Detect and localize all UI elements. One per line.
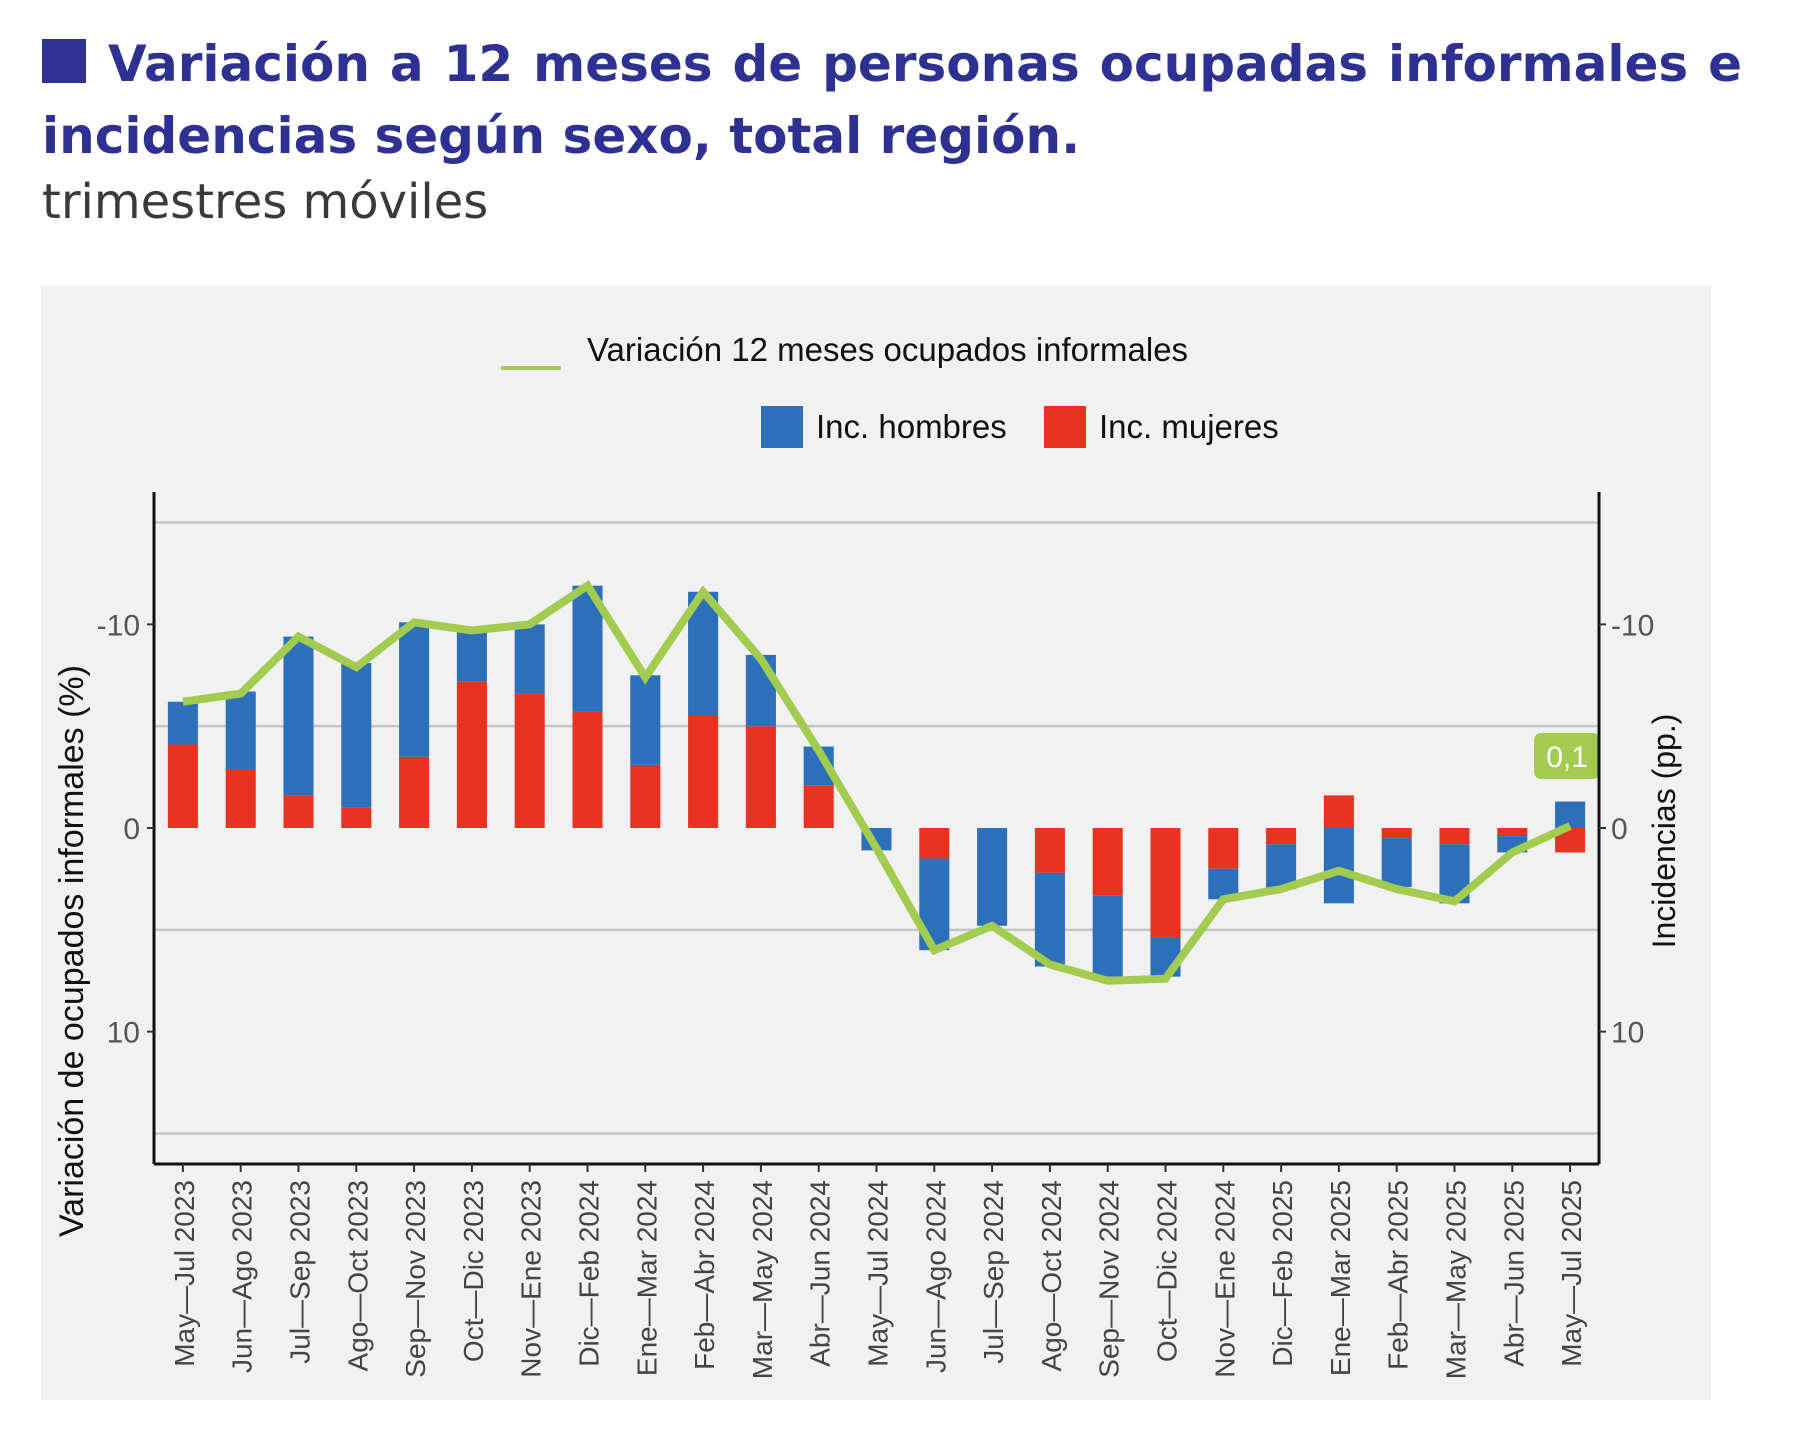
- annotation-badge: [1534, 732, 1601, 779]
- bar-hombres: [1092, 895, 1123, 977]
- bar-mujeres: [688, 716, 719, 828]
- bar-mujeres: [1266, 828, 1297, 845]
- legend-hombres-swatch: [761, 406, 803, 448]
- chart-title: Variación a 12 meses de personas ocupada…: [42, 28, 1742, 172]
- grid: [154, 521, 1599, 1135]
- bar-mujeres: [1208, 828, 1239, 869]
- x-tick-label: Oct—Dic 2023: [458, 1180, 489, 1362]
- bar-mujeres: [1150, 828, 1181, 938]
- bar-mujeres: [572, 711, 603, 828]
- bar-mujeres: [1497, 828, 1528, 837]
- bar-mujeres: [630, 764, 661, 828]
- bar-hombres: [225, 691, 256, 769]
- bar-mujeres: [167, 744, 198, 828]
- right-axis-title: Incidencias (pp.): [1646, 714, 1682, 949]
- bar-hombres: [283, 636, 314, 796]
- x-tick-label: Sep—Nov 2024: [1094, 1180, 1125, 1378]
- x-tick-label: May—Jul 2025: [1556, 1180, 1587, 1367]
- x-tick-label: Jun—Ago 2023: [227, 1180, 258, 1373]
- x-tick-label: Mar—May 2024: [747, 1180, 778, 1379]
- bar-hombres: [630, 675, 661, 765]
- bar-mujeres: [1092, 828, 1123, 896]
- x-tick-label: Oct—Dic 2024: [1152, 1180, 1183, 1362]
- x-tick-label: Nov—Ene 2023: [516, 1180, 547, 1378]
- annotation-label: 0,1: [1546, 741, 1588, 774]
- legend-mujeres-label: Inc. mujeres: [1099, 408, 1279, 445]
- legend-line-label: Variación 12 meses ocupados informales: [587, 331, 1188, 368]
- right-tick-label: 10: [1611, 1017, 1644, 1050]
- x-tick-label: May—Jul 2024: [863, 1180, 894, 1367]
- x-tick-label: Feb—Abr 2025: [1383, 1180, 1414, 1370]
- bar-mujeres: [1439, 828, 1470, 845]
- x-tick-label: Ago—Oct 2023: [342, 1180, 373, 1371]
- bar-hombres: [1381, 838, 1412, 888]
- x-tick-label: Ene—Mar 2024: [631, 1180, 662, 1376]
- right-tick-label: 0: [1611, 813, 1628, 846]
- bar-mujeres: [399, 756, 430, 828]
- bar-hombres: [399, 622, 430, 757]
- bar-hombres: [977, 828, 1008, 926]
- bar-mujeres: [456, 681, 487, 828]
- x-axis-labels: May—Jul 2023 Jun—Ago 2023 Jul—Sep 2023 Ago—…: [169, 1164, 1587, 1379]
- x-tick-label: Ago—Oct 2024: [1036, 1180, 1067, 1371]
- legend: Variación 12 meses ocupados informales I…: [501, 331, 1279, 448]
- bar-hombres: [1323, 828, 1354, 904]
- x-tick-label: Dic—Feb 2025: [1267, 1180, 1298, 1367]
- bar-hombres: [1034, 872, 1065, 967]
- legend-mujeres-swatch: [1044, 406, 1086, 448]
- bar-mujeres: [225, 768, 256, 828]
- bar-mujeres: [803, 785, 834, 828]
- bar-hombres: [1555, 801, 1586, 828]
- x-tick-label: Abr—Jun 2025: [1498, 1180, 1529, 1367]
- x-tick-label: Mar—May 2025: [1441, 1180, 1472, 1379]
- title-block: Variación a 12 meses de personas ocupada…: [42, 28, 1742, 230]
- x-tick-label: Feb—Abr 2024: [689, 1180, 720, 1370]
- bar-hombres: [745, 654, 776, 727]
- bar-mujeres: [1034, 828, 1065, 873]
- chart-title-text: Variación a 12 meses de personas ocupada…: [42, 35, 1742, 165]
- left-tick-label: 10: [107, 1017, 140, 1050]
- bar-hombres: [167, 701, 198, 745]
- bar-mujeres: [341, 807, 372, 828]
- x-tick-label: Jul—Sep 2023: [285, 1180, 316, 1364]
- bar-hombres: [341, 663, 372, 808]
- bars: [167, 585, 1586, 977]
- x-tick-label: Jun—Ago 2024: [920, 1180, 951, 1373]
- bar-mujeres: [514, 693, 545, 828]
- legend-hombres-label: Inc. hombres: [816, 408, 1007, 445]
- title-square-icon: [42, 39, 86, 83]
- line-series: 0,1: [182, 580, 1601, 985]
- left-axis-title: Variación de ocupados informales (%): [53, 665, 91, 1237]
- bar-mujeres: [1323, 795, 1354, 828]
- x-tick-label: Ene—Mar 2025: [1325, 1180, 1356, 1376]
- right-tick-label: -10: [1611, 609, 1654, 642]
- x-tick-label: May—Jul 2023: [169, 1180, 200, 1367]
- x-tick-label: Abr—Jun 2024: [805, 1180, 836, 1367]
- bar-mujeres: [745, 726, 776, 828]
- bar-mujeres: [283, 795, 314, 828]
- bar-mujeres: [919, 828, 950, 859]
- chart-subtitle: trimestres móviles: [42, 174, 489, 230]
- line-variacion: [182, 580, 1572, 985]
- bar-hombres: [514, 624, 545, 694]
- left-tick-label: 0: [123, 813, 140, 846]
- x-tick-label: Dic—Feb 2024: [574, 1180, 605, 1367]
- bar-mujeres: [1381, 828, 1412, 839]
- bar-hombres: [456, 628, 487, 682]
- chart-panel: Variación 12 meses ocupados informales I…: [41, 286, 1711, 1400]
- x-tick-label: Sep—Nov 2023: [400, 1180, 431, 1378]
- left-tick-label: -10: [97, 609, 140, 642]
- chart-svg: Variación 12 meses ocupados informales I…: [53, 331, 1682, 1379]
- x-tick-label: Nov—Ene 2024: [1209, 1180, 1240, 1378]
- x-tick-label: Jul—Sep 2024: [978, 1180, 1009, 1364]
- bar-hombres: [1266, 844, 1297, 890]
